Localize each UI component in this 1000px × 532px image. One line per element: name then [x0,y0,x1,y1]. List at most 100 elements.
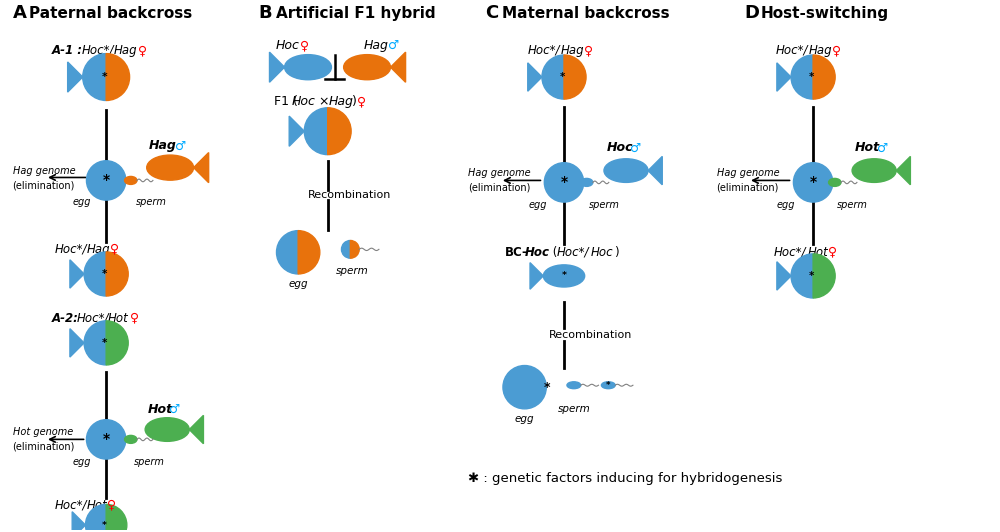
Wedge shape [106,504,127,532]
Text: Hoc*/: Hoc*/ [82,44,114,57]
Wedge shape [106,321,128,365]
Text: ♂: ♂ [388,39,399,52]
Polygon shape [391,52,406,82]
Polygon shape [194,153,209,182]
Text: Recombination: Recombination [308,190,391,200]
Text: Hot: Hot [148,403,173,417]
Text: *: * [560,72,565,82]
Text: B: B [259,4,272,22]
Text: (: ( [549,246,558,259]
Text: *: * [103,433,110,446]
Text: Hag: Hag [364,39,389,52]
Polygon shape [68,62,83,92]
Ellipse shape [285,55,331,80]
Wedge shape [328,108,351,155]
Text: ♂: ♂ [630,142,641,154]
Text: A: A [13,4,26,22]
Text: Hot: Hot [86,499,107,512]
Text: ♀: ♀ [832,44,841,57]
Text: D: D [744,4,759,22]
Text: egg: egg [72,457,91,467]
Text: BC-: BC- [505,246,528,259]
Text: sperm: sperm [134,457,165,467]
Text: Hot: Hot [854,142,880,154]
Text: *: * [544,381,551,394]
Text: *: * [102,269,107,279]
Text: Hag: Hag [561,44,585,57]
Text: *: * [102,520,107,529]
Text: ♂: ♂ [175,139,186,153]
Text: Hag: Hag [86,243,110,256]
Text: (elimination): (elimination) [13,180,75,190]
Polygon shape [530,263,543,289]
Wedge shape [83,54,106,101]
Polygon shape [289,116,304,146]
Ellipse shape [125,177,137,185]
Text: Hag: Hag [148,139,176,153]
Text: sperm: sperm [837,200,868,210]
Text: egg: egg [288,279,308,289]
Text: Recombination: Recombination [549,330,633,340]
Ellipse shape [147,155,194,180]
Text: Hoc: Hoc [606,142,633,154]
Wedge shape [542,55,564,99]
Text: sperm: sperm [589,200,619,210]
Text: Hot: Hot [108,312,129,325]
Text: Artificial F1 hybrid: Artificial F1 hybrid [276,6,435,21]
Text: Hag genome: Hag genome [468,168,531,178]
Circle shape [544,163,584,202]
Ellipse shape [125,435,137,443]
Text: Host-switching: Host-switching [761,6,889,21]
Text: Hoc: Hoc [276,39,299,52]
Text: egg: egg [515,414,534,424]
Polygon shape [648,156,662,185]
Ellipse shape [829,178,841,186]
Wedge shape [791,254,813,298]
Text: Hag: Hag [809,44,833,57]
Circle shape [793,163,833,202]
Ellipse shape [567,382,581,389]
Ellipse shape [601,382,615,389]
Text: ): ) [352,95,357,108]
Text: egg: egg [528,200,547,210]
Wedge shape [106,54,130,101]
Text: (elimination): (elimination) [13,441,75,451]
Text: ♀: ♀ [300,39,309,52]
Wedge shape [350,240,359,258]
Text: ♀: ♀ [110,243,119,256]
Text: Paternal backcross: Paternal backcross [29,6,193,21]
Ellipse shape [543,265,585,287]
Wedge shape [304,108,328,155]
Text: *: * [809,72,814,82]
Text: ✱ : genetic factors inducing for hybridogenesis: ✱ : genetic factors inducing for hybrido… [468,472,783,485]
Text: Maternal backcross: Maternal backcross [502,6,670,21]
Text: ♀: ♀ [138,44,147,57]
Text: ♀: ♀ [130,312,139,325]
Text: egg: egg [776,200,795,210]
Wedge shape [84,321,106,365]
Text: Hoc*/: Hoc*/ [557,246,590,259]
Text: Hoc*/: Hoc*/ [55,499,87,512]
Text: *: * [809,271,814,281]
Ellipse shape [145,418,189,442]
Text: sperm: sperm [557,404,590,414]
Text: ♀: ♀ [107,499,116,512]
Text: Hoc*/: Hoc*/ [528,44,560,57]
Text: ♀: ♀ [584,44,593,57]
Text: sperm: sperm [136,197,167,207]
Ellipse shape [852,159,896,182]
Text: *: * [560,176,568,189]
Text: ♂: ♂ [169,403,180,417]
Text: F1 (: F1 ( [274,95,297,108]
Wedge shape [791,55,813,99]
Text: Hag: Hag [329,95,354,108]
Polygon shape [189,415,203,444]
Text: Hoc: Hoc [591,246,613,259]
Polygon shape [777,63,791,91]
Wedge shape [85,504,106,532]
Text: Hot genome: Hot genome [13,427,73,436]
Text: *: * [606,381,611,390]
Text: *: * [103,173,110,187]
Wedge shape [813,55,835,99]
Wedge shape [298,231,320,274]
